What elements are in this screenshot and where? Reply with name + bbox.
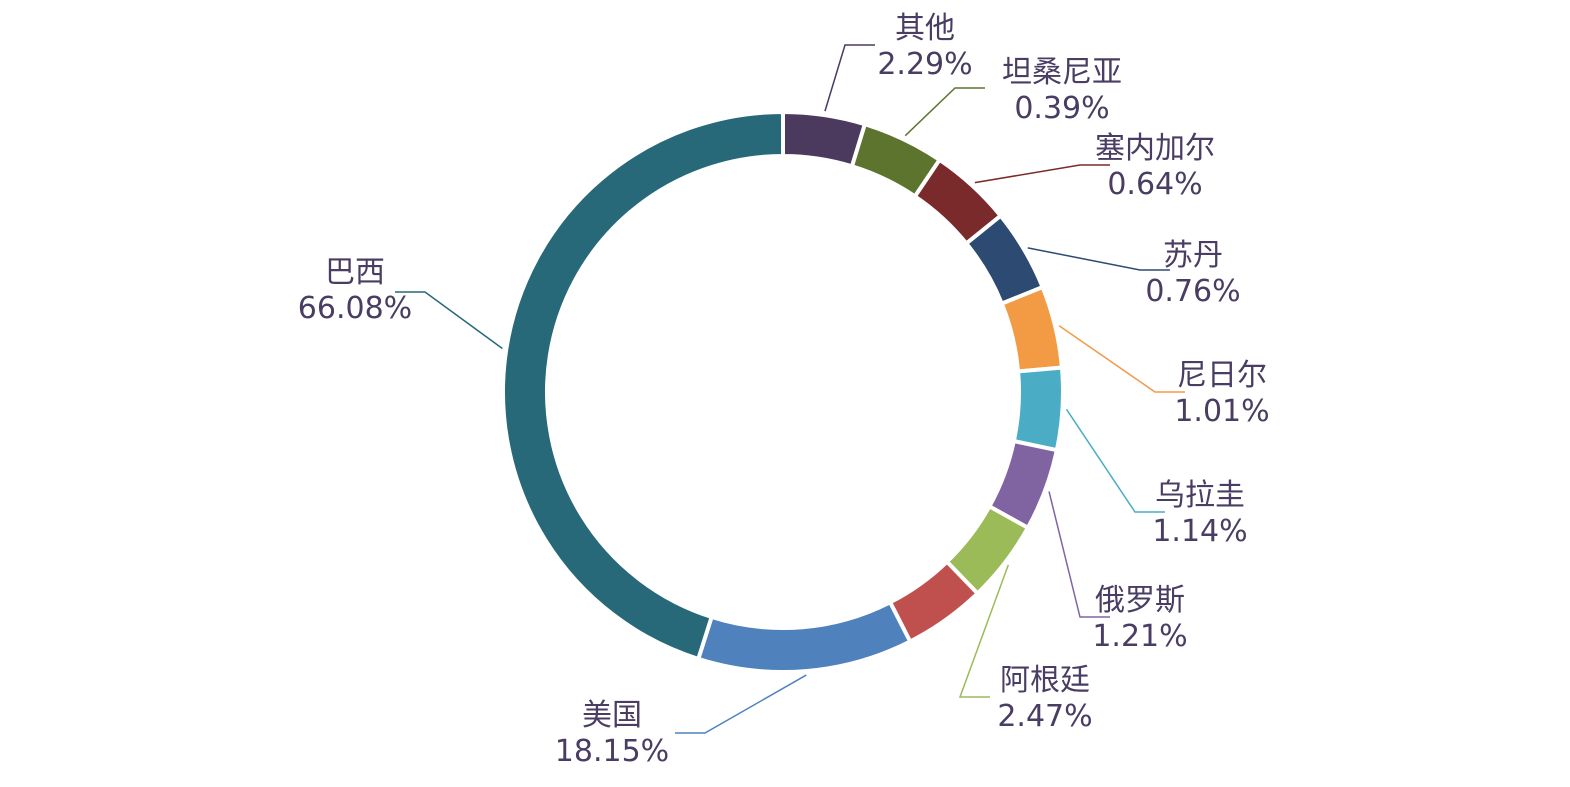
slice-value-label: 2.47% <box>997 699 1092 734</box>
leader-line <box>824 44 875 112</box>
donut-slice <box>695 599 913 674</box>
slice-label: 阿根廷 <box>1000 663 1090 698</box>
donut-slice <box>1011 365 1065 453</box>
donut-slice <box>999 284 1065 374</box>
leader-line <box>1065 408 1165 513</box>
slice-label: 尼日尔 <box>1177 358 1267 393</box>
slice-label: 其他 <box>895 11 955 46</box>
slice-label: 巴西 <box>325 255 385 290</box>
donut-slice <box>501 109 785 662</box>
leader-line <box>904 87 985 137</box>
slice-value-label: 1.14% <box>1152 514 1247 549</box>
slice-value-label: 1.21% <box>1092 619 1187 654</box>
leader-line <box>974 164 1110 184</box>
slice-value-label: 18.15% <box>555 734 669 769</box>
slice-value-label: 0.64% <box>1107 167 1202 202</box>
slice-value-label: 0.76% <box>1145 274 1240 309</box>
leader-line <box>1058 325 1185 393</box>
slice-label: 美国 <box>582 698 642 733</box>
slice-label: 乌拉圭 <box>1155 478 1245 513</box>
leader-line <box>1048 491 1110 618</box>
leader-line <box>675 674 807 734</box>
slice-label: 俄罗斯 <box>1095 583 1185 618</box>
leader-line <box>1027 247 1170 271</box>
slice-label: 塞内加尔 <box>1095 131 1215 166</box>
slice-value-label: 0.39% <box>1014 91 1109 126</box>
leader-line <box>395 291 503 350</box>
slice-value-label: 2.29% <box>877 47 972 82</box>
slice-label: 坦桑尼亚 <box>1002 55 1122 90</box>
slice-value-label: 66.08% <box>298 291 412 326</box>
slice-label: 苏丹 <box>1163 238 1223 273</box>
slice-value-label: 1.01% <box>1174 394 1269 429</box>
leader-line <box>958 564 1010 698</box>
